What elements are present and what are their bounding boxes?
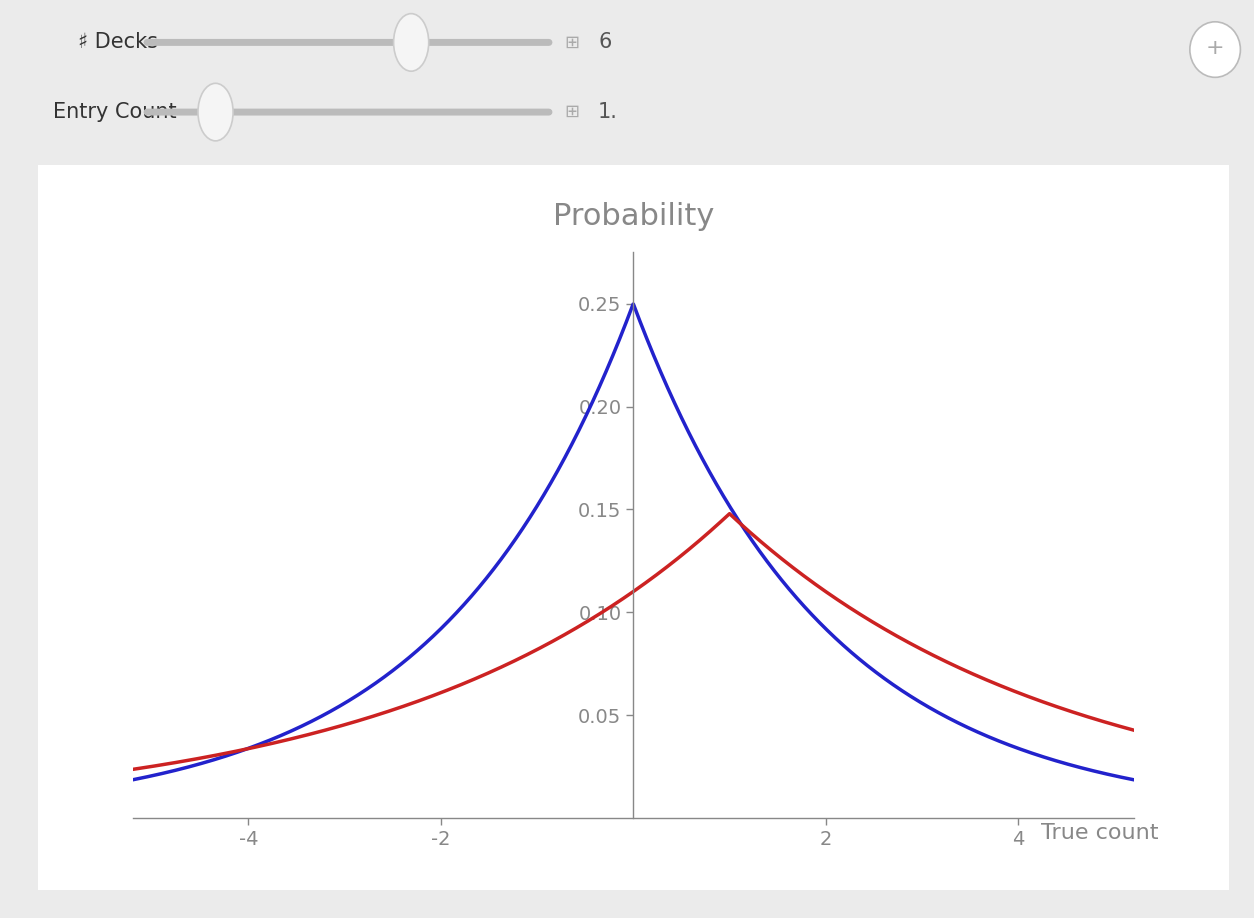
- Circle shape: [1190, 22, 1240, 77]
- Text: 1.: 1.: [598, 102, 618, 122]
- Text: +: +: [1206, 39, 1224, 58]
- Ellipse shape: [394, 14, 429, 72]
- Ellipse shape: [198, 84, 233, 140]
- FancyBboxPatch shape: [25, 158, 1241, 898]
- Text: ⊞: ⊞: [564, 33, 579, 51]
- Text: ⊞: ⊞: [564, 103, 579, 121]
- Text: Probability: Probability: [553, 202, 714, 230]
- Text: Entry Count: Entry Count: [53, 102, 177, 122]
- Text: True count: True count: [1041, 823, 1159, 843]
- Text: 6: 6: [598, 32, 612, 52]
- Text: ♯ Decks: ♯ Decks: [78, 32, 158, 52]
